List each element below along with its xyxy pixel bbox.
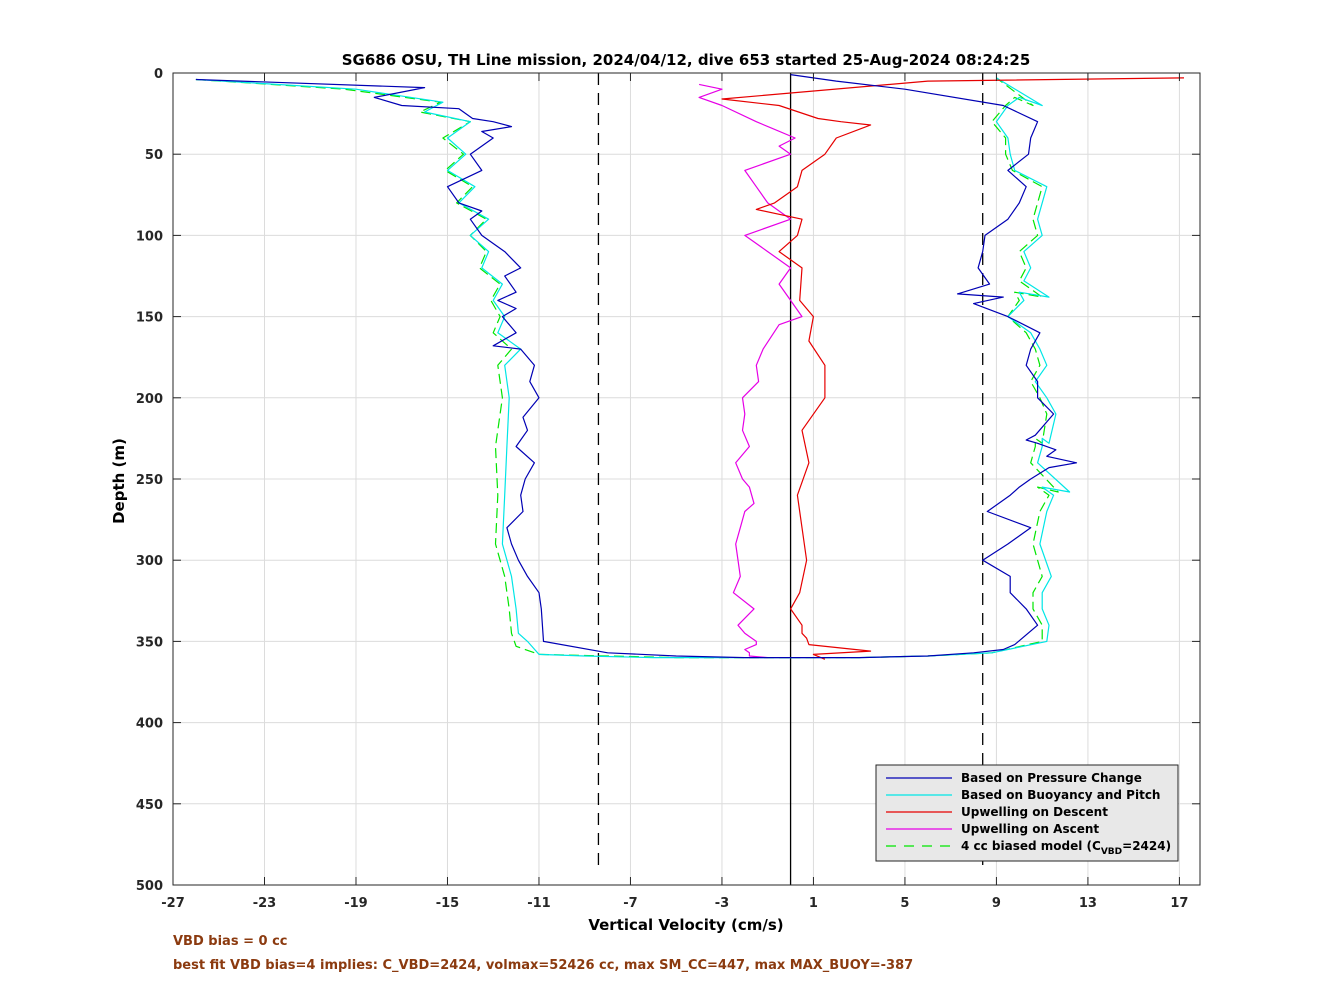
x-tick-label: 9 [992, 896, 1001, 911]
x-tick-label: -27 [161, 896, 185, 911]
legend-label: Based on Buoyancy and Pitch [961, 788, 1160, 802]
legend: Based on Pressure Change Based on Buoyanc… [875, 764, 1179, 862]
data-series [195, 74, 1185, 660]
x-tick-label: -3 [715, 896, 729, 911]
y-tick-label: 0 [154, 67, 163, 82]
y-tick-label: 50 [145, 148, 163, 163]
y-tick-label: 200 [136, 392, 163, 407]
series-line-4-cc-biased-model-c-vbd-2424- [790, 77, 1059, 659]
series-line-4-cc-biased-model-c-vbd-2424- [195, 78, 791, 659]
legend-label-tail: =2424) [1122, 839, 1171, 853]
footer-vbd-bias: VBD bias = 0 cc [173, 934, 288, 949]
y-tick-label: 350 [136, 635, 163, 650]
legend-label: Upwelling on Descent [961, 805, 1108, 819]
y-tick-label: 450 [136, 798, 163, 813]
legend-label-text: Based on Buoyancy and Pitch [961, 788, 1160, 802]
series-line-based-on-buoyancy-and-pitch [790, 77, 1071, 659]
x-tick-label: 13 [1079, 896, 1097, 911]
series-line-based-on-pressure-change [195, 78, 791, 659]
y-tick-label: 250 [136, 473, 163, 488]
x-tick-label: -23 [253, 896, 277, 911]
x-tick-label: -11 [527, 896, 551, 911]
series-line-upwelling-on-ascent [698, 83, 803, 659]
x-tick-label: 5 [900, 896, 909, 911]
y-tick-label: 400 [136, 717, 163, 732]
legend-label: Upwelling on Ascent [961, 822, 1099, 836]
axis-ticks: -27 -23 -19 -15 -11 -7 -3 1 5 9 13 17 0 50 100 150 200 25… [136, 67, 1200, 911]
legend-label-subscript: VBD [1101, 847, 1122, 857]
series-line-upwelling-on-descent [721, 77, 1185, 660]
x-tick-label: 1 [809, 896, 818, 911]
legend-label-text: Upwelling on Ascent [961, 822, 1099, 836]
y-tick-label: 150 [136, 311, 163, 326]
x-tick-label: -7 [623, 896, 637, 911]
legend-label: 4 cc biased model (CVBD=2424) [961, 839, 1171, 857]
grid-lines [172, 72, 1200, 886]
y-tick-label: 100 [136, 229, 163, 244]
series-line-based-on-buoyancy-and-pitch [195, 78, 791, 659]
chart-title: SG686 OSU, TH Line mission, 2024/04/12, … [342, 51, 1031, 69]
y-tick-label: 300 [136, 554, 163, 569]
x-tick-label: -15 [436, 896, 460, 911]
legend-box [875, 764, 1179, 862]
y-tick-label: 500 [136, 879, 163, 894]
legend-label-text: 4 cc biased model (C [961, 839, 1101, 853]
x-tick-label: 17 [1170, 896, 1188, 911]
x-axis-label: Vertical Velocity (cm/s) [588, 916, 783, 934]
y-axis-label: Depth (m) [110, 438, 128, 524]
series-line-based-on-pressure-change [790, 74, 1078, 659]
legend-label-text: Based on Pressure Change [961, 771, 1142, 785]
footer-best-fit: best fit VBD bias=4 implies: C_VBD=2424,… [173, 958, 914, 973]
legend-label: Based on Pressure Change [961, 771, 1142, 785]
legend-label-text: Upwelling on Descent [961, 805, 1108, 819]
reference-lines [597, 73, 984, 885]
x-tick-label: -19 [344, 896, 368, 911]
